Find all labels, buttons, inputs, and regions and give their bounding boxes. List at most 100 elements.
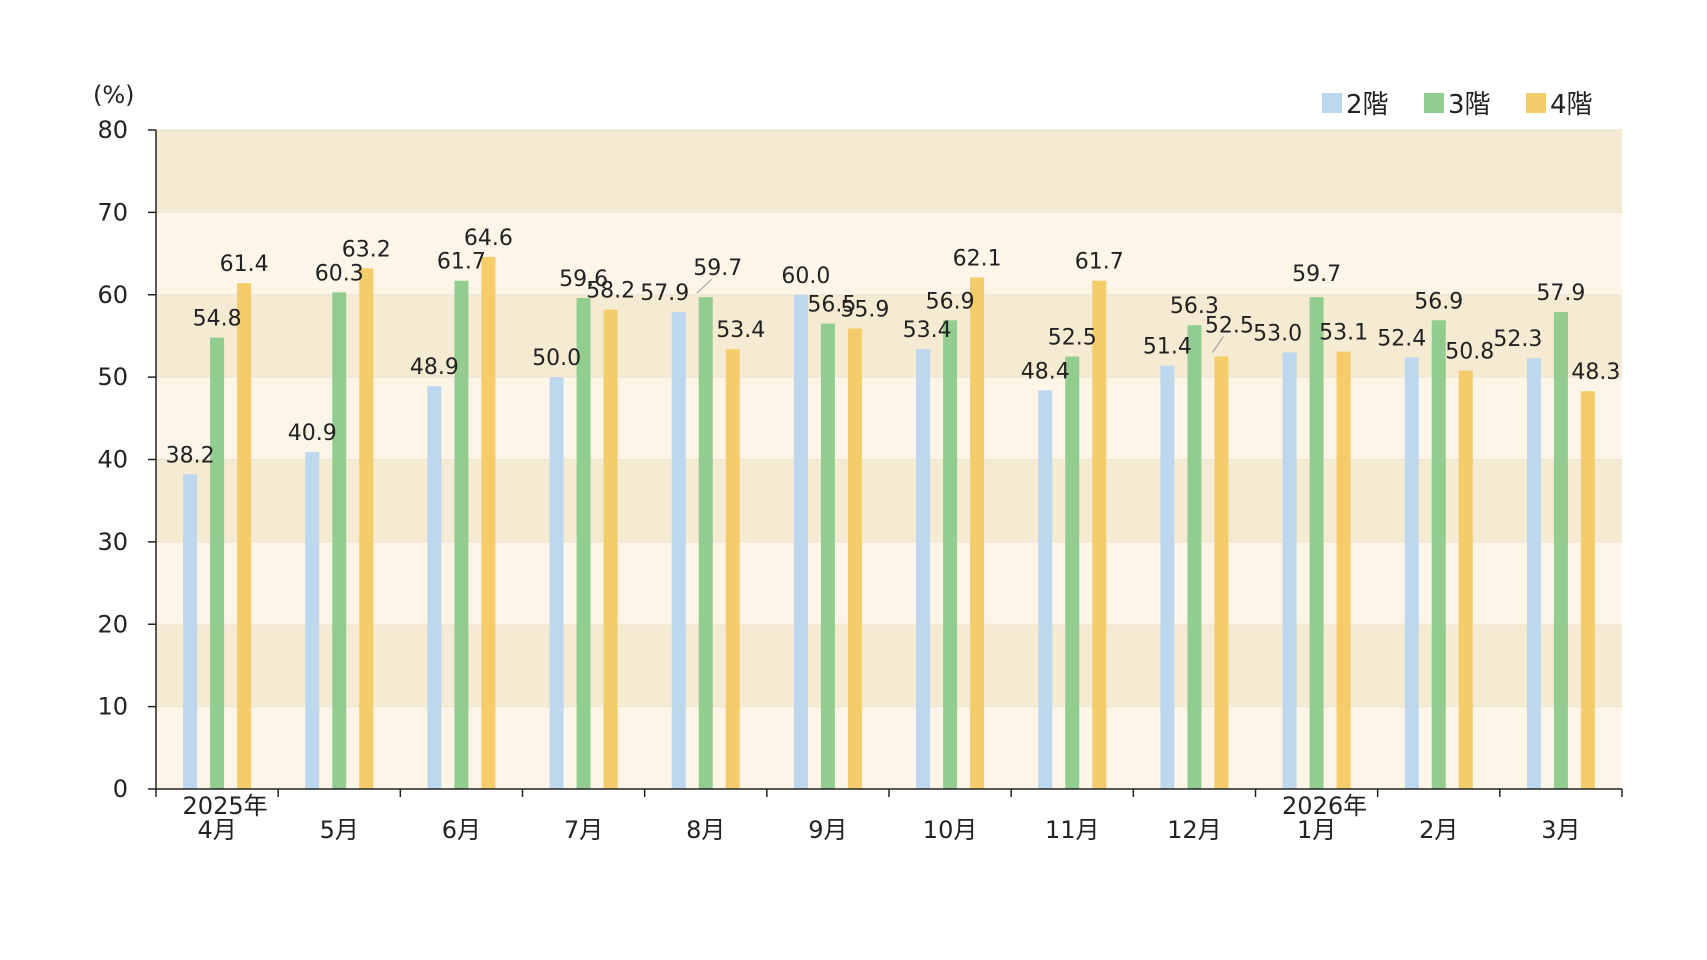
bar-3f-4 [698, 297, 713, 789]
bar-2f-9 [1282, 352, 1297, 789]
axes [148, 129, 1623, 797]
data-label: 40.9 [288, 421, 337, 446]
leader-line [1212, 336, 1224, 353]
data-label: 57.9 [640, 281, 689, 306]
data-label: 60.0 [781, 264, 830, 289]
gridlines [156, 129, 1622, 708]
y-tick-labels: 0 10 20 30 40 50 60 70 80 [97, 116, 128, 803]
y-tick-label: 0 [113, 775, 128, 803]
band-40 [156, 377, 1622, 460]
leader-line [696, 278, 713, 294]
band-10 [156, 624, 1622, 707]
data-label: 56.9 [926, 289, 975, 314]
bar-2f-6 [916, 349, 931, 789]
data-label: 61.4 [220, 252, 269, 277]
legend-swatch [1322, 93, 1342, 113]
data-label: 64.6 [464, 226, 513, 251]
x-tick-label: 10月 [923, 816, 978, 844]
leader-lines [696, 278, 1224, 353]
bar-4f-11 [1580, 391, 1595, 789]
data-label: 53.4 [716, 318, 765, 343]
data-label: 52.5 [1048, 326, 1097, 351]
data-label: 59.6 [559, 267, 608, 292]
bar-3f-11 [1553, 312, 1568, 789]
band-70 [156, 130, 1622, 213]
data-label: 52.4 [1377, 326, 1426, 351]
data-label: 63.2 [342, 237, 391, 262]
data-label: 55.9 [840, 298, 889, 323]
bar-4f-2 [481, 256, 496, 789]
bar-2f-10 [1404, 357, 1419, 789]
bar-2f-7 [1038, 390, 1053, 789]
band-0 [156, 706, 1622, 789]
y-tick-label: 80 [97, 116, 128, 144]
data-label: 51.4 [1143, 335, 1192, 360]
x-tick-label: 4月 [197, 816, 236, 844]
legend-swatch [1424, 93, 1444, 113]
data-label: 50.0 [532, 346, 581, 371]
y-tick-label: 10 [97, 693, 128, 721]
bar-4f-7 [1092, 280, 1107, 789]
data-label: 48.4 [1021, 359, 1070, 384]
data-label: 38.2 [166, 443, 215, 468]
bar-3f-8 [1187, 325, 1202, 789]
band-60 [156, 212, 1622, 295]
data-label: 53.1 [1319, 321, 1368, 346]
bars [183, 256, 1595, 789]
data-label: 56.9 [1414, 289, 1463, 314]
x-tick-label: 8月 [686, 816, 725, 844]
legend-label: 3階 [1448, 90, 1491, 120]
bar-3f-7 [1065, 356, 1080, 789]
data-label: 52.5 [1205, 314, 1254, 339]
data-label: 56.5 [807, 293, 856, 318]
legend-label: 4階 [1550, 90, 1593, 120]
year-label: 2026年 [1282, 792, 1367, 820]
data-label: 60.3 [315, 261, 364, 286]
y-unit-label: (%) [93, 81, 135, 109]
x-tick-label: 5月 [320, 816, 359, 844]
x-tick-label: 11月 [1045, 816, 1100, 844]
y-tick-label: 60 [97, 281, 128, 309]
x-tick-label: 2月 [1419, 816, 1458, 844]
legend-item: 2階 [1322, 90, 1389, 120]
data-labels: 38.2 40.9 48.9 50.0 57.9 60.0 53.4 48.4 51.4 53.0… [166, 226, 1621, 468]
data-label: 53.0 [1253, 321, 1302, 346]
bar-2f-4 [671, 312, 686, 789]
y-tick-label: 40 [97, 446, 128, 474]
x-tick-label: 6月 [442, 816, 481, 844]
y-tick-label: 30 [97, 528, 128, 556]
bar-2f-0 [183, 474, 198, 789]
bar-3f-6 [943, 320, 958, 789]
bar-3f-5 [820, 323, 835, 789]
bar-2f-2 [427, 386, 442, 789]
data-label: 48.9 [410, 355, 459, 380]
bar-4f-0 [237, 283, 252, 789]
bar-3f-2 [454, 280, 469, 789]
x-tick-label: 1月 [1297, 816, 1336, 844]
bar-2f-1 [305, 452, 320, 789]
bar-2f-8 [1160, 365, 1175, 789]
bar-4f-6 [970, 277, 985, 789]
legend-label: 2階 [1346, 90, 1389, 120]
bar-3f-3 [576, 298, 591, 789]
legend-item: 4階 [1526, 90, 1593, 120]
data-label: 54.8 [193, 307, 242, 332]
x-tick-label: 7月 [564, 816, 603, 844]
bar-4f-1 [359, 268, 374, 789]
bar-4f-3 [603, 309, 618, 789]
bar-3f-10 [1431, 320, 1446, 789]
bar-4f-4 [725, 349, 740, 789]
data-label: 59.7 [693, 256, 742, 281]
bar-3f-1 [332, 292, 347, 789]
data-label: 61.7 [1075, 250, 1124, 275]
bar-4f-5 [847, 328, 862, 789]
y-tick-label: 70 [97, 198, 128, 226]
data-label: 53.4 [903, 318, 952, 343]
data-label: 56.3 [1170, 294, 1219, 319]
bar-2f-5 [793, 294, 808, 789]
data-label: 59.7 [1292, 262, 1341, 287]
band-50 [156, 294, 1622, 378]
legend-swatch [1526, 93, 1546, 113]
